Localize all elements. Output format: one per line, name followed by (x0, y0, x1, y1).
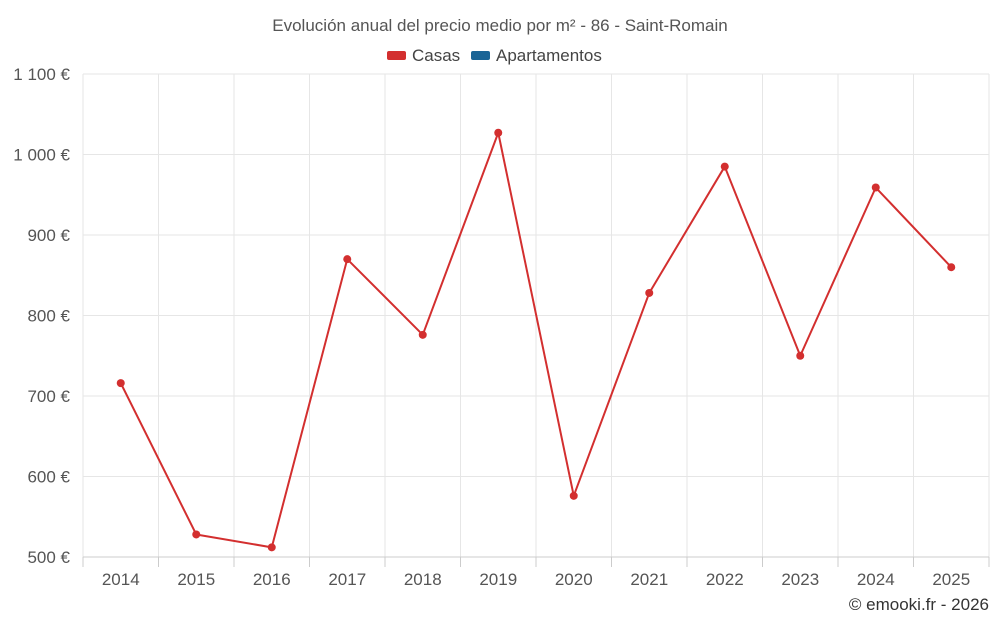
x-tick-label: 2014 (102, 570, 140, 589)
data-point-casas-2020[interactable] (569, 491, 578, 500)
legend-swatch-apartamentos (471, 51, 490, 60)
series-casas (116, 128, 956, 552)
legend: Casas Apartamentos (387, 46, 602, 65)
y-tick-label: 600 € (27, 468, 70, 487)
data-point-casas-2019[interactable] (494, 128, 503, 137)
y-tick-label: 800 € (27, 307, 70, 326)
data-point-casas-2024[interactable] (871, 183, 880, 192)
data-point-casas-2018[interactable] (418, 330, 427, 339)
x-tick-label: 2025 (932, 570, 970, 589)
x-tick-label: 2024 (857, 570, 895, 589)
legend-item-casas[interactable]: Casas (387, 46, 460, 65)
x-tick-label: 2015 (177, 570, 215, 589)
y-tick-label: 700 € (27, 387, 70, 406)
axes: 500 € 600 € 700 € 800 € 900 € 1 000 € 1 100 € 2… (13, 65, 990, 589)
y-tick-label: 1 000 € (13, 146, 70, 165)
data-point-casas-2025[interactable] (947, 263, 956, 272)
y-tick-label: 1 100 € (13, 65, 70, 84)
chart-title: Evolución anual del precio medio por m² … (272, 16, 727, 35)
x-tick-label: 2017 (328, 570, 366, 589)
x-tick-label: 2019 (479, 570, 517, 589)
legend-swatch-casas (387, 51, 406, 60)
legend-label-apartamentos: Apartamentos (496, 46, 602, 65)
data-point-casas-2021[interactable] (645, 288, 654, 297)
y-tick-label: 900 € (27, 226, 70, 245)
x-tick-label: 2016 (253, 570, 291, 589)
legend-item-apartamentos[interactable]: Apartamentos (471, 46, 602, 65)
x-tick-label: 2018 (404, 570, 442, 589)
x-tick-label: 2022 (706, 570, 744, 589)
x-tick-label: 2023 (781, 570, 819, 589)
x-tick-label: 2020 (555, 570, 593, 589)
data-point-casas-2022[interactable] (720, 162, 729, 171)
data-point-casas-2014[interactable] (116, 379, 125, 388)
data-point-casas-2015[interactable] (192, 530, 201, 539)
data-point-casas-2023[interactable] (796, 351, 805, 360)
y-tick-label: 500 € (27, 548, 70, 567)
x-tick-label: 2021 (630, 570, 668, 589)
data-point-casas-2017[interactable] (343, 255, 352, 264)
credit: © emooki.fr - 2026 (849, 595, 989, 614)
series-line-casas (119, 131, 952, 549)
legend-label-casas: Casas (412, 46, 460, 65)
data-point-casas-2016[interactable] (267, 543, 276, 552)
